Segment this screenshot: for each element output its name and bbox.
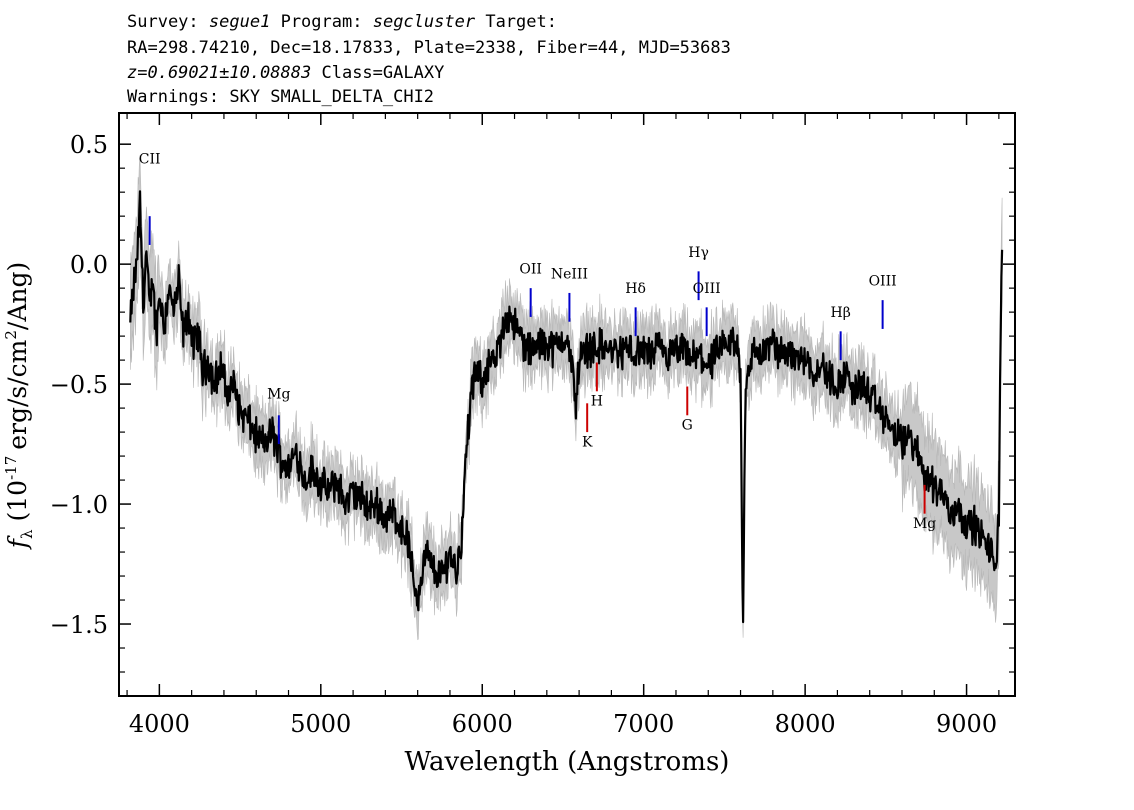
x-tick-label: 8000 bbox=[775, 710, 836, 738]
y-label-units: erg/s/cm bbox=[3, 339, 32, 449]
line-marker-label: Hβ bbox=[830, 305, 850, 321]
class-value: Class=GALAXY bbox=[321, 63, 445, 83]
x-tick-label: 4000 bbox=[129, 710, 190, 738]
line-marker-label: G bbox=[682, 418, 693, 434]
header-line-warnings: Warnings: SKY SMALL_DELTA_CHI2 bbox=[127, 87, 435, 107]
y-axis-label: fλ (10-17 erg/s/cm2/Ang) bbox=[2, 262, 36, 551]
y-label-subscript: λ bbox=[18, 529, 36, 539]
x-axis: 4000 5000 6000 7000 8000 9000 bbox=[126, 113, 1000, 738]
y-tick-label: −0.5 bbox=[50, 371, 108, 399]
y-label-exponent: -17 bbox=[2, 456, 20, 480]
y-tick-label: 0.0 bbox=[70, 251, 108, 279]
header-line-survey: Survey: segue1 Program: segcluster Targe… bbox=[127, 12, 557, 32]
line-marker-label: H bbox=[591, 394, 603, 410]
x-axis-label: Wavelength (Angstroms) bbox=[405, 747, 730, 777]
program-label: Program: bbox=[280, 12, 363, 32]
survey-label: Survey: bbox=[127, 12, 199, 32]
x-tick-label: 9000 bbox=[936, 710, 997, 738]
spectral-line-markers: CII Mg OII NeIII Hδ Hγ OIII Hβ OIII K H G Mg bbox=[139, 151, 936, 532]
header-line-redshift: z=0.69021±10.08883 Class=GALAXY bbox=[127, 63, 444, 83]
y-tick-label: −1.5 bbox=[50, 611, 108, 639]
line-marker-label: CII bbox=[139, 151, 161, 167]
line-marker-label: OIII bbox=[869, 274, 897, 290]
y-label-units-exponent: 2 bbox=[2, 330, 20, 340]
line-marker-label: OII bbox=[519, 262, 542, 278]
line-marker-label: Mg bbox=[913, 516, 936, 532]
x-tick-label: 6000 bbox=[452, 710, 513, 738]
y-tick-label: 0.5 bbox=[70, 131, 108, 159]
y-label-prefix: (10 bbox=[3, 480, 32, 522]
y-axis: 0.5 0.0 −0.5 −1.0 −1.5 bbox=[50, 131, 1015, 673]
line-marker-label: OIII bbox=[693, 281, 721, 297]
plot-frame bbox=[118, 112, 1016, 697]
line-marker-label: K bbox=[582, 434, 593, 450]
redshift-value: z=0.69021±10.08883 bbox=[127, 63, 312, 83]
program-value: segcluster bbox=[372, 12, 476, 32]
line-marker-label: Hδ bbox=[625, 281, 646, 297]
line-marker-label: Hγ bbox=[688, 245, 709, 261]
line-marker-label: NeIII bbox=[551, 267, 588, 283]
y-label-tail: /Ang) bbox=[3, 262, 32, 330]
header-line-coordinates: RA=298.74210, Dec=18.17833, Plate=2338, … bbox=[127, 38, 731, 58]
flux-series-line bbox=[129, 190, 1004, 624]
y-label-symbol: f bbox=[3, 535, 32, 550]
x-tick-label: 5000 bbox=[290, 710, 351, 738]
x-tick-label: 7000 bbox=[613, 710, 674, 738]
survey-value: segue1 bbox=[208, 12, 271, 32]
y-tick-label: −1.0 bbox=[50, 491, 108, 519]
target-label: Target: bbox=[485, 12, 557, 32]
line-marker-label: Mg bbox=[267, 387, 290, 403]
